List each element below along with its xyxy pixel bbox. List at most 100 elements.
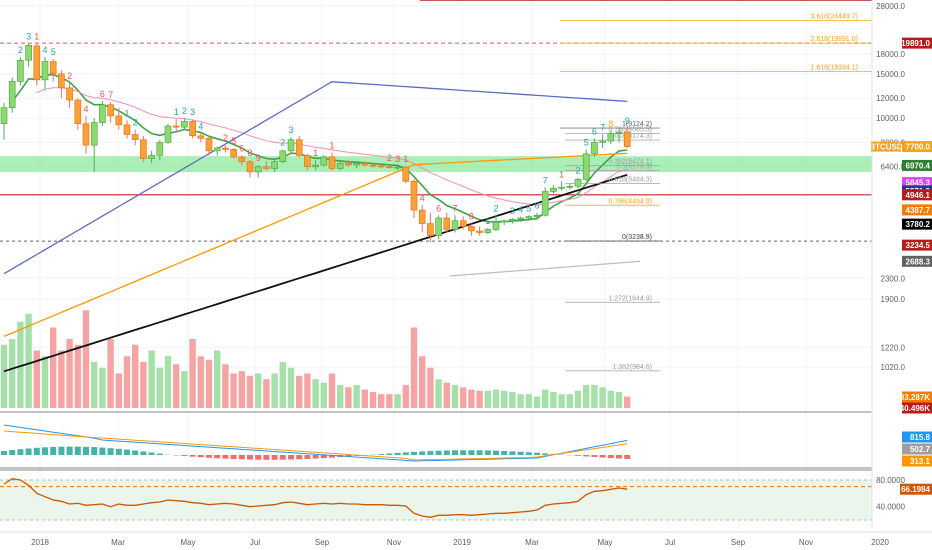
candle-body xyxy=(451,220,459,230)
td-count-label: 4 xyxy=(198,121,203,131)
macd-histogram-bar xyxy=(140,451,147,455)
macd-histogram-bar xyxy=(247,455,253,460)
macd-histogram-bar xyxy=(493,450,499,455)
macd-histogram-bar xyxy=(66,446,73,455)
volume-bar xyxy=(558,394,565,408)
macd-histogram-bar xyxy=(402,452,409,455)
volume-bar xyxy=(312,379,319,408)
fib-label: 1.382(984.6) xyxy=(612,364,652,371)
rsi-badge-label: 66.1984 xyxy=(901,485,930,494)
td-count-label: 8 xyxy=(247,148,252,158)
volume-bar xyxy=(353,385,360,408)
price-badge xyxy=(902,159,932,171)
price-badge-label: 19891.0 xyxy=(901,39,930,48)
candle-body xyxy=(123,124,131,135)
macd-histogram-bar xyxy=(42,447,48,455)
td-count-label: 8 xyxy=(608,119,613,129)
volume-bar xyxy=(189,339,196,408)
ma-black-line xyxy=(3,173,628,373)
candle-body xyxy=(476,230,483,233)
macd-histogram-bar xyxy=(443,450,450,455)
candle-body xyxy=(17,59,24,82)
candles[interactable] xyxy=(0,43,631,243)
candle-body xyxy=(353,163,360,166)
volume-bar xyxy=(378,394,385,408)
price-badge-label: 83.287K xyxy=(900,393,930,402)
td-count-label: 2 xyxy=(182,106,187,116)
volume-bar xyxy=(517,394,524,408)
fib-label: 1.618(15334.1) xyxy=(811,64,858,71)
rsi-line xyxy=(3,478,628,518)
ema-pink-line xyxy=(36,87,628,206)
time-tick-label: May xyxy=(180,538,195,547)
candle-body xyxy=(140,139,147,159)
volume-bar xyxy=(542,389,549,408)
volume-bar xyxy=(443,382,450,408)
time-axis-bg xyxy=(0,532,932,550)
macd-pane[interactable] xyxy=(0,411,932,469)
macd-histogram-bar xyxy=(83,446,89,455)
volume-bar xyxy=(394,394,401,408)
candle-body xyxy=(435,217,442,236)
macd-histogram-bar xyxy=(206,455,212,458)
volume-bar xyxy=(509,391,516,408)
rsi-pane[interactable] xyxy=(0,469,932,521)
candle-body xyxy=(115,115,123,126)
macd-histogram-bar xyxy=(148,452,155,455)
fib-label: 0.786(4494.9) xyxy=(608,198,652,205)
td-count-label: 6 xyxy=(534,201,539,211)
td-count-label: 2 xyxy=(575,165,580,175)
fib-label: 0(3238.9) xyxy=(622,234,652,241)
fib-label: 0(3234.5) xyxy=(622,234,652,241)
td-count-label: 2 xyxy=(67,71,72,81)
volume-bar xyxy=(222,364,229,408)
td-count-label: 6 xyxy=(592,126,597,136)
candle-body xyxy=(591,142,598,155)
price-axis[interactable]: 28000.018000.015000.012000.010000.08000.… xyxy=(869,0,932,530)
time-axis[interactable]: 2018 Mar May Jul Sep Nov 2019 Mar May Jul Sep Nov 20… xyxy=(0,531,932,550)
symbol-badge xyxy=(871,141,901,152)
candle-body xyxy=(402,166,410,182)
candle-body xyxy=(558,186,565,189)
price-badge-label: 40.496K xyxy=(900,404,930,413)
price-tick-label: 28000.0 xyxy=(876,2,905,11)
td-count-label: 1 xyxy=(124,108,129,118)
volume-bar xyxy=(328,373,336,408)
price-tick-label: 1220.0 xyxy=(881,343,906,352)
volume-bar xyxy=(369,391,377,408)
macd-histogram-bar xyxy=(9,450,16,455)
time-tick-label: May xyxy=(597,538,612,547)
volume-bar xyxy=(173,364,180,408)
candle-body xyxy=(369,164,377,167)
candle-body xyxy=(295,139,303,156)
macd-histogram-bar xyxy=(222,455,229,459)
candle-body xyxy=(279,150,287,163)
candle-body xyxy=(230,149,237,158)
price-tick-label: 12000.0 xyxy=(876,94,905,103)
price-badge-label: 5845.3 xyxy=(906,179,931,188)
volume-bar xyxy=(296,375,303,408)
price-badge xyxy=(902,141,932,153)
volume-bar xyxy=(492,389,500,408)
macd-histogram-bar xyxy=(329,455,335,458)
macd-histogram-bar xyxy=(58,446,65,455)
macd-histogram-bar xyxy=(156,453,163,455)
macd-histogram-bar xyxy=(132,450,139,455)
candle-body xyxy=(33,45,41,81)
macd-histogram-bar xyxy=(189,455,196,457)
candle-body xyxy=(181,121,188,128)
price-badge-label: 4946.1 xyxy=(906,191,931,200)
ma-grey-line xyxy=(449,260,641,277)
td-count-label: 2 xyxy=(493,203,498,213)
candle-body xyxy=(222,147,229,150)
volume-bar xyxy=(607,390,614,408)
volume-bar xyxy=(197,356,204,408)
rsi-tick-label: 80.0000 xyxy=(876,476,905,485)
macd-histogram-bar xyxy=(476,450,483,455)
td-count-label: 7 xyxy=(600,123,605,133)
volume-bar xyxy=(279,362,286,408)
macd-histogram-bar xyxy=(501,450,508,455)
volume-bar xyxy=(123,356,131,408)
volume-bar xyxy=(140,362,147,408)
